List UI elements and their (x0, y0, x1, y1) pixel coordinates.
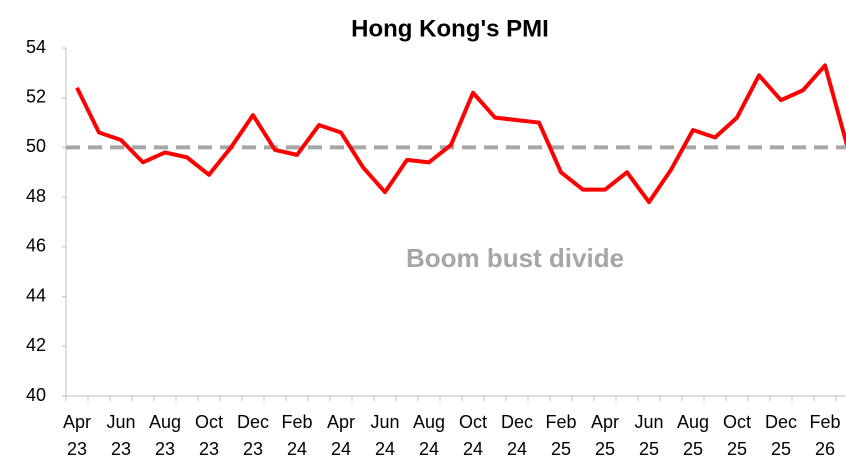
x-tick-label: Feb 24 (281, 412, 312, 459)
x-tick-label: Apr 25 (591, 412, 619, 459)
y-tick-label: 40 (26, 385, 46, 405)
x-tick-label: Apr 23 (63, 412, 91, 459)
x-tick-label: Oct 25 (723, 412, 751, 459)
x-tick-label: Aug 24 (413, 412, 445, 459)
y-tick-label: 44 (26, 285, 46, 305)
x-tick-label: Feb 26 (809, 412, 840, 459)
x-tick-label: Dec 23 (237, 412, 269, 459)
y-tick-label: 46 (26, 236, 46, 256)
x-tick-label: Jun 24 (370, 412, 399, 459)
y-tick-label: 48 (26, 186, 46, 206)
y-tick-label: 50 (26, 136, 46, 156)
x-tick-label: Aug 23 (149, 412, 181, 459)
y-tick-label: 54 (26, 37, 46, 57)
x-tick-label: Aug 25 (677, 412, 709, 459)
annotation: Boom bust divide (406, 243, 624, 273)
y-tick-label: 42 (26, 335, 46, 355)
x-tick-label: Jun 25 (634, 412, 663, 459)
x-tick-label: Jun 23 (106, 412, 135, 459)
x-tick-label: Apr 24 (327, 412, 355, 459)
x-tick-label: Dec 25 (765, 412, 797, 459)
x-tick-label: Dec 24 (501, 412, 533, 459)
chart-title: Hong Kong's PMI (351, 15, 549, 42)
y-tick-label: 52 (26, 86, 46, 106)
data-line (75, 63, 846, 205)
x-tick-label: Feb 25 (545, 412, 576, 459)
x-tick-label: Oct 23 (195, 412, 223, 459)
x-tick-label: Oct 24 (459, 412, 487, 459)
